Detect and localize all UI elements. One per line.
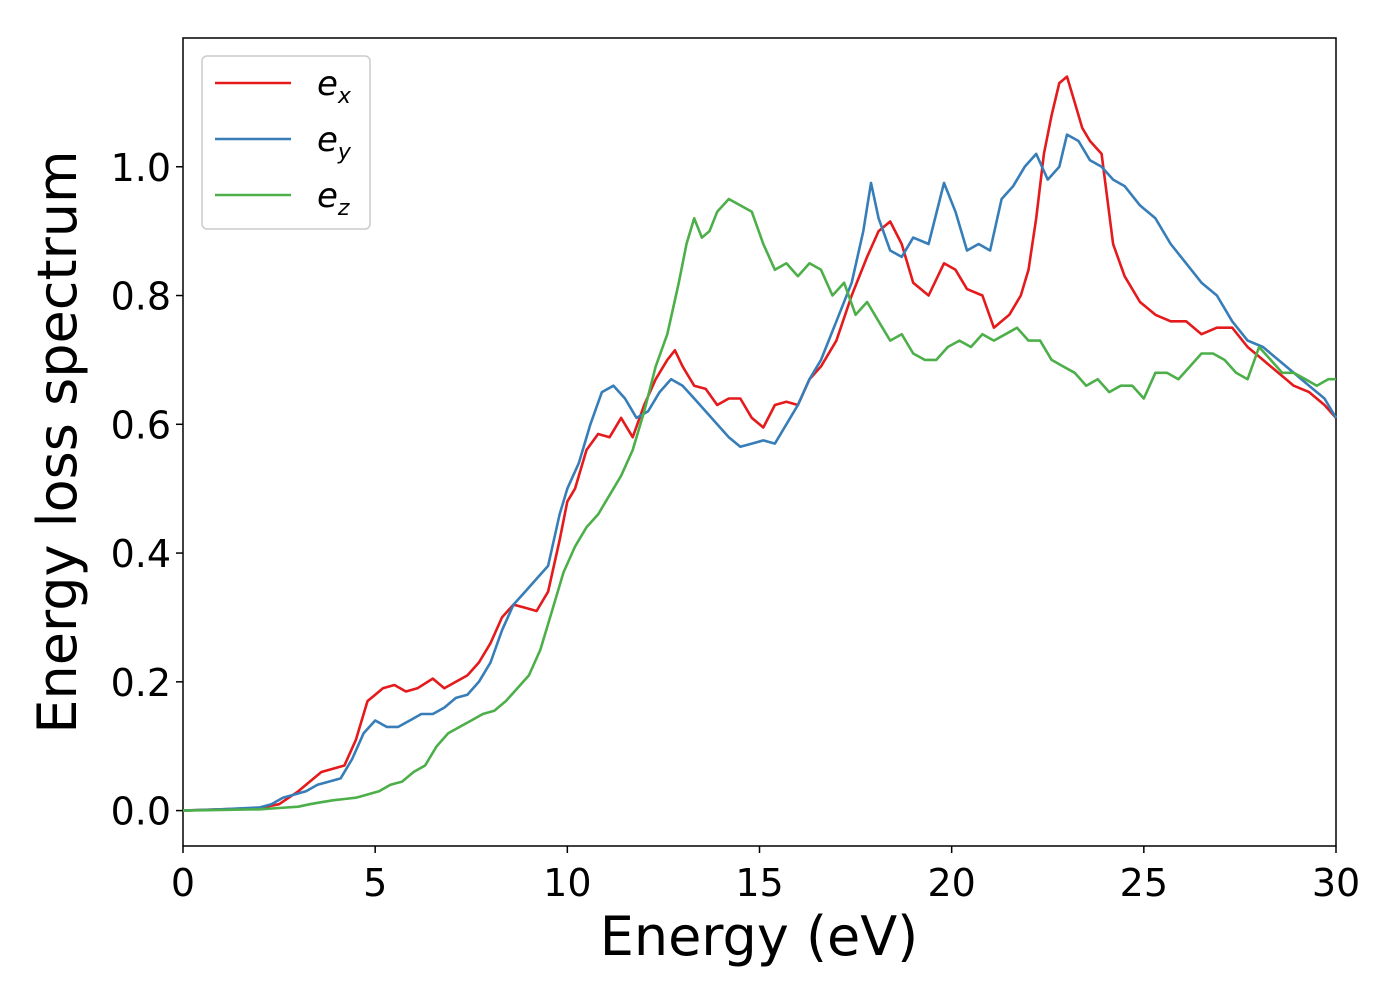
x-tick-label: 10 <box>543 861 591 905</box>
y-axis-label: Energy loss spectrum <box>26 150 89 733</box>
x-tick-label: 25 <box>1120 861 1168 905</box>
y-tick-label: 0.6 <box>111 403 171 447</box>
y-axis-ticks: 0.0 0.2 0.4 0.6 0.8 1.0 <box>111 146 183 834</box>
x-axis-ticks: 0 5 10 15 20 25 30 <box>171 846 1360 905</box>
y-tick-label: 0.2 <box>111 661 171 705</box>
x-tick-label: 0 <box>171 861 195 905</box>
y-tick-label: 0.4 <box>111 532 171 576</box>
legend-label-z: ez <box>317 176 350 221</box>
series-lines <box>182 75 1338 812</box>
x-tick-label: 15 <box>735 861 783 905</box>
y-tick-label: 0.8 <box>111 275 171 319</box>
series-line-y <box>182 133 1338 812</box>
y-tick-label: 0.0 <box>111 790 171 834</box>
x-tick-label: 30 <box>1312 861 1360 905</box>
legend-label-y: ey <box>317 120 352 165</box>
legend: ex ey ez <box>201 55 371 230</box>
series-line-x <box>182 75 1337 812</box>
x-axis-label: Energy (eV) <box>600 905 919 968</box>
x-tick-label: 5 <box>363 861 387 905</box>
legend-box <box>201 55 371 230</box>
y-tick-label: 1.0 <box>111 146 171 190</box>
series-line-z <box>182 197 1336 812</box>
x-tick-label: 20 <box>927 861 975 905</box>
legend-label-x: ex <box>317 64 352 109</box>
